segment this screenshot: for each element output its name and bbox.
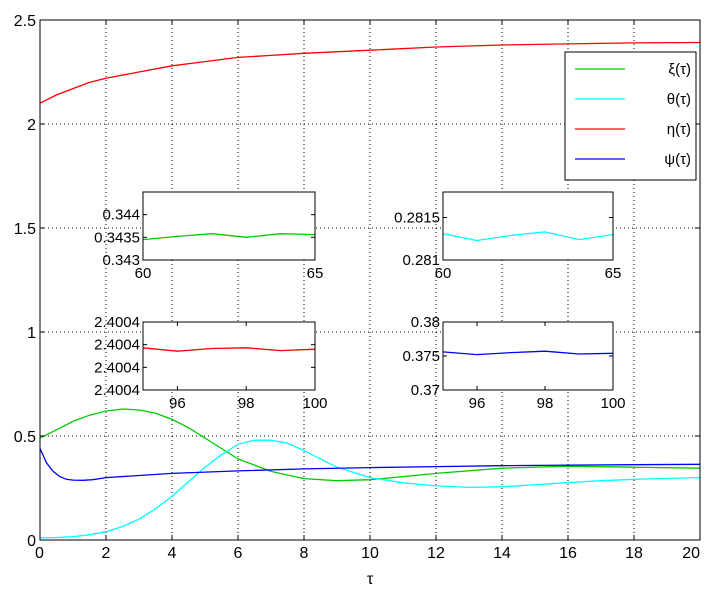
x-tick-label: 6 xyxy=(234,545,243,562)
inset-y-tick-label: 0.3435 xyxy=(94,229,140,246)
y-tick-label: 1 xyxy=(27,325,36,342)
y-tick-label: 2.5 xyxy=(14,13,36,30)
inset-x-tick-label: 60 xyxy=(435,265,452,282)
inset-4-series-line xyxy=(442,350,614,356)
inset-y-tick-label: 0.375 xyxy=(402,348,440,365)
inset-x-tick-label: 100 xyxy=(600,395,625,412)
x-tick-label: 16 xyxy=(559,545,577,562)
inset-y-tick-label: 0.343 xyxy=(102,252,140,269)
x-axis-label: τ xyxy=(367,571,374,588)
inset-2-area xyxy=(443,192,613,260)
inset-x-tick-label: 98 xyxy=(238,395,255,412)
x-tick-label: 12 xyxy=(427,545,445,562)
inset-y-tick-label: 0.344 xyxy=(102,207,140,224)
y-tick-label: 1.5 xyxy=(14,221,36,238)
x-tick-label: 18 xyxy=(625,545,643,562)
inset-2-frame xyxy=(442,191,614,261)
y-tick-label: 0.5 xyxy=(14,429,36,446)
inset-y-tick-label: 2.4004 xyxy=(94,337,140,354)
inset-2-series-line xyxy=(442,231,614,242)
inset-y-tick-label: 0.281 xyxy=(402,252,440,269)
x-tick-label: 8 xyxy=(300,545,309,562)
legend-entry-1: θ(τ) xyxy=(667,91,691,108)
inset-x-tick-label: 96 xyxy=(169,395,186,412)
x-tick-label: 0 xyxy=(35,545,44,562)
x-tick-label: 20 xyxy=(682,545,700,562)
series-line-0 xyxy=(39,408,701,482)
inset-1-series-line xyxy=(142,233,316,241)
legend-entry-2: η(τ) xyxy=(667,121,691,138)
series-line-1 xyxy=(39,439,701,539)
inset-x-tick-label: 65 xyxy=(605,265,622,282)
inset-4-area xyxy=(443,322,613,390)
inset-x-tick-label: 100 xyxy=(302,395,327,412)
series-line-2 xyxy=(39,41,701,104)
y-tick-label: 0 xyxy=(27,533,36,550)
x-tick-label: 14 xyxy=(493,545,511,562)
inset-1-frame xyxy=(142,191,316,261)
inset-y-tick-label: 0.38 xyxy=(411,314,440,331)
inset-y-tick-label: 0.2815 xyxy=(394,210,440,227)
inset-3-frame xyxy=(142,321,316,391)
inset-y-tick-label: 0.37 xyxy=(411,382,440,399)
inset-y-tick-label: 2.4004 xyxy=(94,359,140,376)
y-tick-label: 2 xyxy=(27,117,36,134)
legend-entry-3: ψ(τ) xyxy=(664,151,691,168)
inset-3-area xyxy=(143,322,315,390)
x-tick-label: 4 xyxy=(168,545,177,562)
legend-entry-0: ξ(τ) xyxy=(668,61,691,78)
inset-1-area xyxy=(143,192,315,260)
series-line-3 xyxy=(39,448,701,481)
inset-y-tick-label: 2.4004 xyxy=(94,314,140,331)
x-tick-label: 10 xyxy=(361,545,379,562)
inset-3-series-line xyxy=(142,347,316,352)
inset-x-tick-label: 96 xyxy=(469,395,486,412)
inset-x-tick-label: 98 xyxy=(537,395,554,412)
inset-x-tick-label: 60 xyxy=(135,265,152,282)
inset-x-tick-label: 65 xyxy=(307,265,324,282)
inset-y-tick-label: 2.4004 xyxy=(94,382,140,399)
x-tick-label: 2 xyxy=(102,545,111,562)
